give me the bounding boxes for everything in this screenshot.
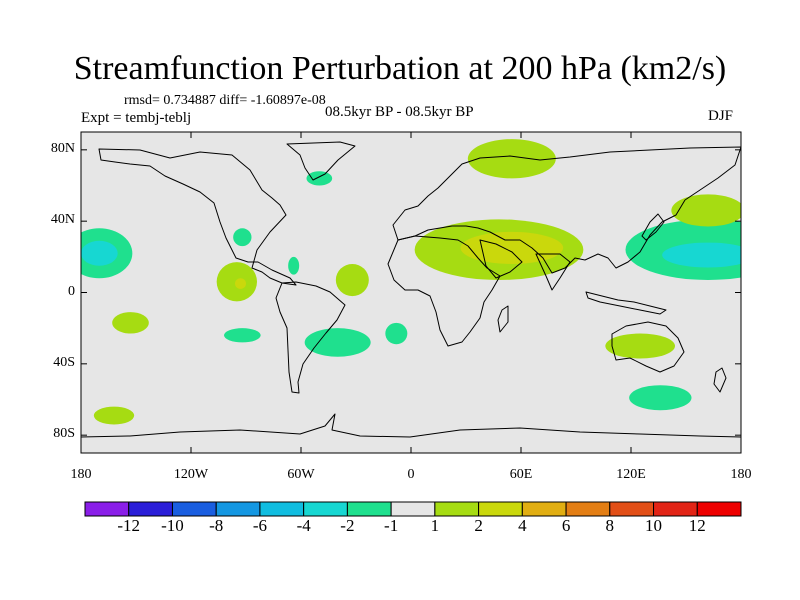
colorbar-label-11: 8 — [605, 516, 615, 535]
colorbar-label-2: -8 — [209, 516, 224, 535]
colorbar-box-6 — [346, 501, 392, 517]
coastline-australia — [611, 321, 685, 373]
coastline-eurasia — [392, 146, 741, 274]
x-tick-label-1: 120W — [173, 467, 209, 482]
y-tick-label-3: 40S — [53, 354, 75, 370]
colorbar-label-0: -12 — [117, 516, 141, 535]
colorbar-box-11 — [565, 501, 611, 517]
colorbar-label-7: 1 — [430, 516, 440, 535]
anomaly-region-16 — [93, 406, 135, 425]
x-tick-label-3: 0 — [407, 467, 415, 482]
coastline-india — [535, 253, 571, 291]
anomaly-layer — [81, 139, 741, 425]
anomaly-region-14 — [112, 312, 149, 334]
y-tick-label-4: 80S — [53, 426, 75, 442]
colorbar-box-12 — [609, 501, 655, 517]
colorbar-box-0 — [84, 501, 130, 517]
anomaly-region-4 — [81, 240, 118, 266]
x-tick-label-5: 120E — [616, 467, 646, 482]
anomaly-region-9 — [671, 194, 741, 227]
y-tick-label-1: 40N — [50, 212, 75, 228]
colorbar-label-12: 10 — [645, 516, 663, 535]
colorbar-label-5: -2 — [340, 516, 355, 535]
anomaly-region-11 — [235, 278, 246, 289]
coastline-africa — [387, 235, 501, 347]
coastline-madagascar — [497, 305, 509, 333]
x-tick-label-2: 60W — [287, 467, 315, 482]
coastline-greenland — [286, 141, 356, 181]
x-tick-label-4: 60E — [509, 467, 533, 482]
anomaly-region-8 — [662, 242, 741, 268]
period-label: 08.5kyr BP - 08.5kyr BP — [325, 104, 474, 120]
colorbar-box-7 — [390, 501, 436, 517]
anomaly-region-20 — [385, 322, 408, 345]
x-tick-label-0: 180 — [70, 467, 92, 482]
season-label: DJF — [708, 108, 734, 124]
colorbar-box-3 — [215, 501, 261, 517]
anomaly-region-6 — [460, 231, 564, 264]
colorbar-label-4: -4 — [296, 516, 311, 535]
coastline-japan — [641, 213, 665, 241]
coastline-south-america — [275, 281, 346, 394]
stats-text: rmsd= 0.734887 diff= -1.60897e-08 — [124, 93, 326, 108]
colorbar-box-1 — [128, 501, 173, 517]
coastline-new-zealand — [713, 367, 727, 393]
anomaly-region-13 — [335, 263, 369, 297]
anomaly-region-12 — [288, 256, 300, 275]
colorbar-box-14 — [696, 501, 742, 517]
colorbar-label-6: -1 — [384, 516, 399, 535]
colorbar-label-3: -6 — [252, 516, 267, 535]
coastline-antarctica — [81, 413, 741, 438]
anomaly-region-18 — [629, 385, 692, 411]
colorbar-box-13 — [653, 501, 698, 517]
colorbar-box-10 — [521, 501, 567, 517]
y-tick-label-0: 80N — [50, 140, 75, 156]
coastlines — [81, 141, 741, 438]
colorbar-box-8 — [434, 501, 480, 517]
colorbar-label-9: 4 — [518, 516, 527, 535]
experiment-label: Expt = tembj-teblj — [81, 110, 192, 126]
anomaly-region-2 — [233, 228, 252, 247]
coastline-north-america — [98, 148, 297, 286]
anomaly-region-0 — [467, 139, 556, 179]
colorbar-label-13: 12 — [688, 516, 706, 535]
axis-ticks — [80, 132, 742, 453]
x-tick-label-6: 180 — [730, 467, 752, 482]
colorbar-box-2 — [171, 501, 217, 517]
anomaly-region-15 — [224, 328, 261, 343]
anomaly-region-1 — [306, 171, 333, 186]
anomaly-region-17 — [605, 333, 676, 359]
coastline-arabia — [479, 239, 523, 279]
y-tick-label-2: 0 — [68, 283, 75, 299]
colorbar-label-10: 6 — [561, 516, 571, 535]
chart-title: Streamfunction Perturbation at 200 hPa (… — [73, 50, 727, 87]
colorbar-box-4 — [259, 501, 305, 517]
colorbar — [84, 501, 742, 517]
anomaly-region-19 — [304, 328, 371, 357]
colorbar-box-9 — [478, 501, 523, 517]
colorbar-label-8: 2 — [474, 516, 483, 535]
colorbar-label-1: -10 — [161, 516, 184, 535]
colorbar-box-5 — [303, 501, 348, 517]
coastline-indonesia — [585, 291, 667, 315]
